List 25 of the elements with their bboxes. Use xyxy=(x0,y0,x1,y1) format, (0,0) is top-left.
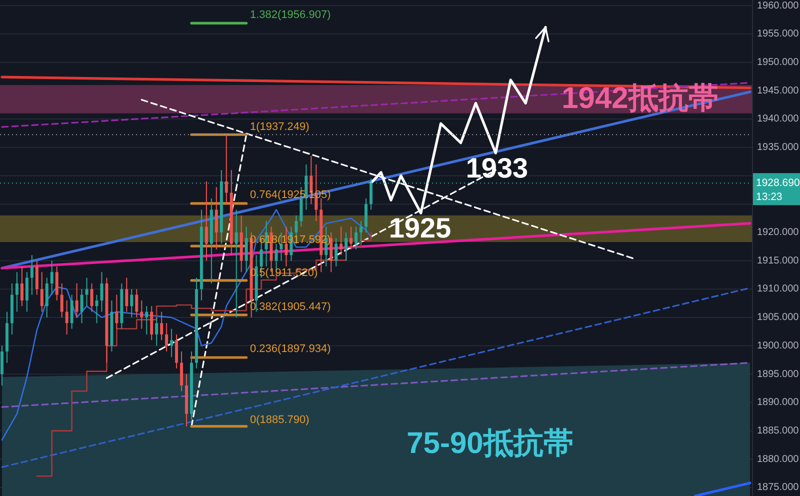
annotation: 1(1937.249) xyxy=(250,120,310,133)
y-tick-label: 1935.000 xyxy=(757,142,800,154)
annotation: 1925 xyxy=(388,212,452,244)
annotation: 1933 xyxy=(466,152,528,184)
ref-line-label: 1928.690 xyxy=(756,176,800,189)
y-tick-label: 1875.000 xyxy=(757,482,800,494)
y-tick-label: 1905.000 xyxy=(757,312,800,324)
annotation: 75-90抵抗帯 xyxy=(406,426,574,460)
y-tick-label: 1900.000 xyxy=(757,340,800,352)
y-tick-label: 1940.000 xyxy=(757,114,800,125)
y-tick-label: 1920.000 xyxy=(757,227,800,238)
y-tick-label: 1955.000 xyxy=(757,28,800,40)
y-tick-label: 1910.000 xyxy=(757,284,800,295)
y-tick-label: 1895.000 xyxy=(757,368,800,380)
annotation: 0(1885.790) xyxy=(250,414,310,426)
y-tick-label: 1890.000 xyxy=(757,397,800,408)
y-tick-label: 1885.000 xyxy=(757,425,800,436)
y-tick-label: 1915.000 xyxy=(757,255,800,266)
text: 13:23 xyxy=(756,190,782,203)
y-tick-label: 1950.000 xyxy=(757,56,800,68)
annotation: 1.382(1956.907) xyxy=(250,8,331,21)
y-tick-label: 1960.000 xyxy=(757,0,800,12)
annotation: 0.236(1897.934) xyxy=(250,342,331,355)
y-tick-label: 1880.000 xyxy=(757,454,800,465)
y-tick-label: 1945.000 xyxy=(757,85,800,96)
